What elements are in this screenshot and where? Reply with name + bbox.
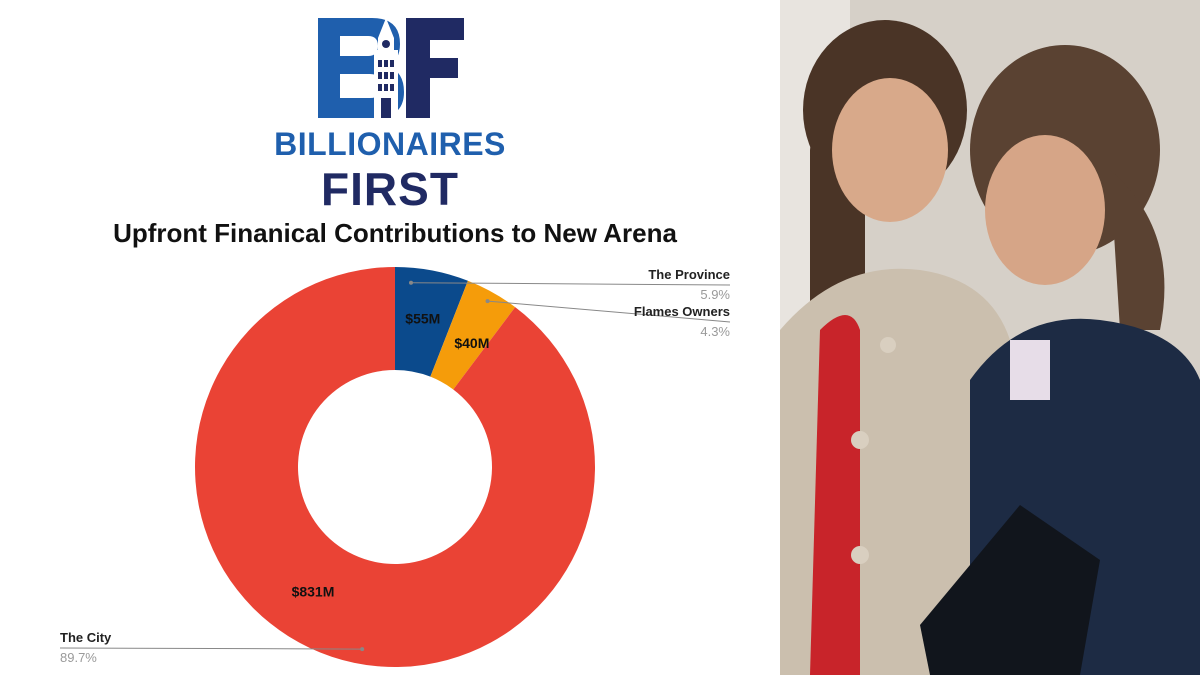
callout-name-label: The Province — [648, 267, 730, 282]
billionaires-first-logo: BILLIONAIRES FIRST — [260, 10, 520, 215]
callout-line — [410, 282, 731, 286]
photo-of-two-people-icon — [780, 0, 1200, 675]
donut-slice — [195, 267, 595, 667]
callout-line — [59, 647, 363, 650]
slice-value-label: $55M — [405, 310, 440, 326]
callout-dot — [485, 299, 490, 304]
callout-percent-label: 89.7% — [60, 650, 97, 665]
logo-text-billionaires: BILLIONAIRES — [274, 126, 506, 162]
callout-name-label: Flames Owners — [634, 304, 730, 319]
photo — [780, 0, 1200, 675]
chart-title: Upfront Finanical Contributions to New A… — [113, 218, 677, 248]
slice-value-label: $40M — [454, 335, 489, 351]
callout-name-label: The City — [60, 630, 112, 645]
donut-slice — [395, 267, 468, 377]
logo-text-first: FIRST — [321, 163, 459, 215]
chart-panel: BILLIONAIRES FIRST Upfront Finanical Con… — [59, 10, 731, 667]
callout-percent-label: 4.3% — [700, 324, 730, 339]
callout-line — [487, 300, 731, 323]
callout-percent-label: 5.9% — [700, 287, 730, 302]
donut-slice — [430, 280, 516, 390]
slice-value-label: $831M — [292, 583, 335, 599]
donut-chart: $55M $40M $831M The Province 5.9% Flames Owne… — [59, 267, 731, 667]
bf-logo-mark-icon — [318, 18, 464, 118]
